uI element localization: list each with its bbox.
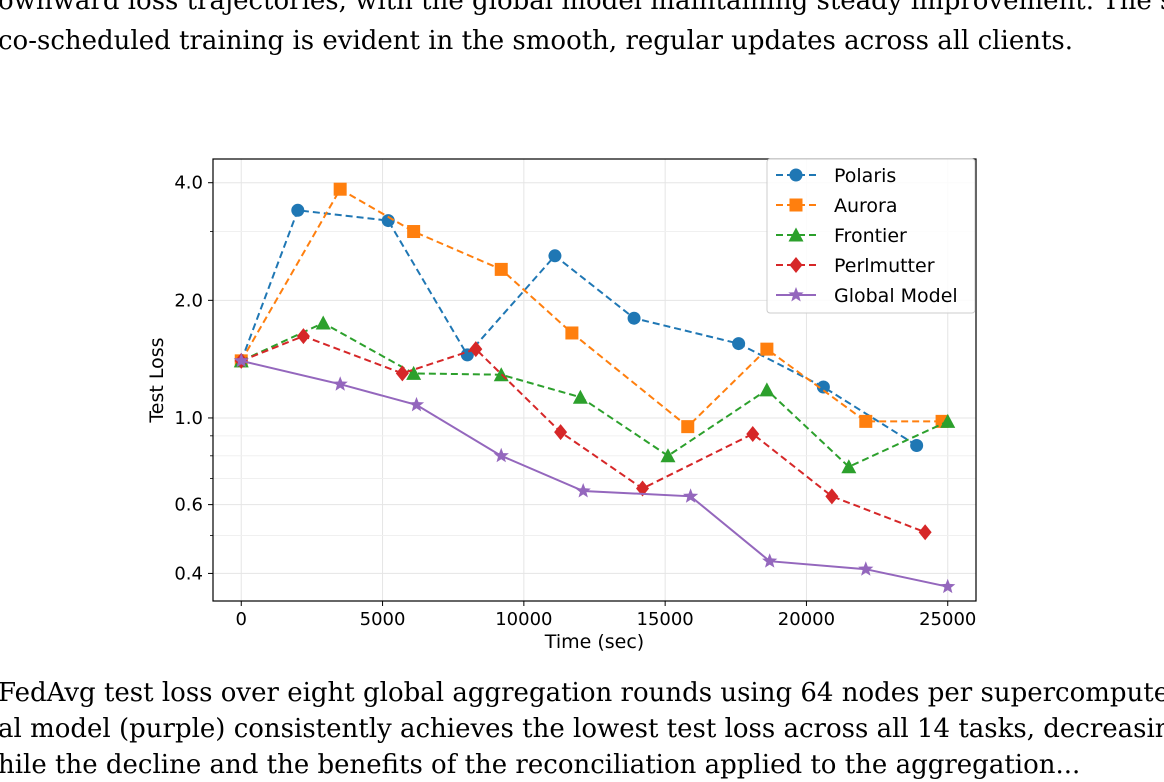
intro-line-2: co-scheduled training is evident in the … bbox=[0, 26, 1074, 56]
ticks-layer: 0 5000 10000 15000 20000 25000 0.4 0.6 1.0 2.0 4.0 bbox=[174, 173, 976, 630]
global-model-point bbox=[940, 578, 956, 594]
x-tick-label: 20000 bbox=[778, 609, 835, 630]
frontier-point bbox=[572, 389, 588, 404]
global-model-point bbox=[493, 447, 509, 463]
x-tick-label: 0 bbox=[236, 609, 247, 630]
perlmutter-point bbox=[395, 365, 409, 382]
x-tick-label: 15000 bbox=[637, 609, 694, 630]
grid-layer bbox=[213, 159, 976, 601]
aurora-point bbox=[681, 420, 695, 434]
frontier-point bbox=[841, 459, 857, 474]
global-model-point bbox=[332, 376, 348, 391]
y-axis-label: Test Loss bbox=[146, 337, 168, 423]
perlmutter-point bbox=[554, 424, 568, 441]
global-model-point bbox=[233, 352, 249, 368]
perlmutter-point bbox=[469, 341, 483, 358]
test-loss-chart: 0 5000 10000 15000 20000 25000 0.4 0.6 1.0 2.0 4.0… bbox=[146, 158, 977, 653]
aurora-point bbox=[333, 182, 347, 196]
y-tick-label: 0.4 bbox=[174, 563, 203, 584]
aurora-point bbox=[565, 326, 579, 340]
perlmutter-point bbox=[296, 328, 310, 345]
legend-label-aurora: Aurora bbox=[834, 195, 898, 217]
caption-line-3: hile the decline and the benefits of the… bbox=[0, 750, 1081, 780]
series-perlmutter bbox=[234, 328, 932, 541]
polaris-point bbox=[381, 214, 395, 228]
polaris-point bbox=[910, 439, 924, 453]
series-frontier bbox=[233, 315, 956, 474]
polaris-point bbox=[548, 249, 562, 263]
perlmutter-point bbox=[918, 524, 932, 541]
aurora-point bbox=[859, 414, 873, 428]
intro-line-1: ownward loss trajectories, with the glob… bbox=[0, 0, 1164, 16]
legend-marker-perlmutter bbox=[789, 257, 803, 273]
polaris-point bbox=[627, 311, 641, 325]
aurora-point bbox=[407, 225, 421, 239]
polaris-point bbox=[291, 203, 305, 217]
x-axis-label: Time (sec) bbox=[544, 631, 644, 653]
global-model-point bbox=[408, 396, 425, 412]
plot-frame bbox=[212, 158, 977, 602]
legend-marker-global-model bbox=[788, 287, 804, 302]
frontier-point bbox=[660, 448, 676, 463]
legend-label-global-model: Global Model bbox=[834, 285, 958, 307]
legend-label-polaris: Polaris bbox=[834, 165, 896, 187]
frontier-point bbox=[759, 382, 775, 397]
y-tick-label: 1.0 bbox=[174, 408, 203, 429]
global-model-point bbox=[575, 483, 591, 498]
y-tick-label: 2.0 bbox=[174, 290, 203, 311]
x-tick-label: 25000 bbox=[919, 609, 976, 630]
legend-box bbox=[766, 158, 976, 314]
legend-marker-polaris bbox=[789, 168, 803, 182]
series-global-model bbox=[233, 352, 956, 594]
y-tick-label: 0.6 bbox=[174, 495, 203, 516]
frontier-point bbox=[406, 365, 422, 380]
aurora-point bbox=[494, 262, 508, 276]
legend-label-perlmutter: Perlmutter bbox=[834, 255, 935, 277]
polaris-point bbox=[816, 380, 830, 394]
global-model-line bbox=[241, 359, 948, 588]
y-tick-label: 4.0 bbox=[174, 173, 203, 194]
perlmutter-point bbox=[636, 480, 650, 497]
legend-label-frontier: Frontier bbox=[834, 225, 907, 247]
frontier-point bbox=[940, 413, 956, 428]
caption-line-1: FedAvg test loss over eight global aggre… bbox=[0, 678, 1164, 708]
frontier-line bbox=[240, 321, 949, 468]
global-model-point bbox=[858, 561, 874, 576]
caption-line-2: al model (purple) consistently achieves … bbox=[0, 714, 1164, 744]
aurora-point bbox=[760, 342, 774, 356]
legend-marker-aurora bbox=[789, 198, 803, 212]
legend-marker-frontier bbox=[788, 227, 804, 242]
perlmutter-line bbox=[240, 335, 926, 534]
series-layer bbox=[233, 182, 956, 594]
perlmutter-point bbox=[825, 488, 839, 505]
x-tick-label: 5000 bbox=[360, 609, 406, 630]
polaris-point bbox=[732, 337, 746, 351]
x-tick-label: 10000 bbox=[495, 609, 552, 630]
perlmutter-point bbox=[746, 425, 760, 442]
legend: Polaris Aurora Frontier Perlmutter Global Mo… bbox=[766, 158, 976, 314]
global-model-point bbox=[683, 488, 699, 503]
frontier-point bbox=[315, 315, 331, 330]
global-model-point bbox=[762, 553, 778, 568]
